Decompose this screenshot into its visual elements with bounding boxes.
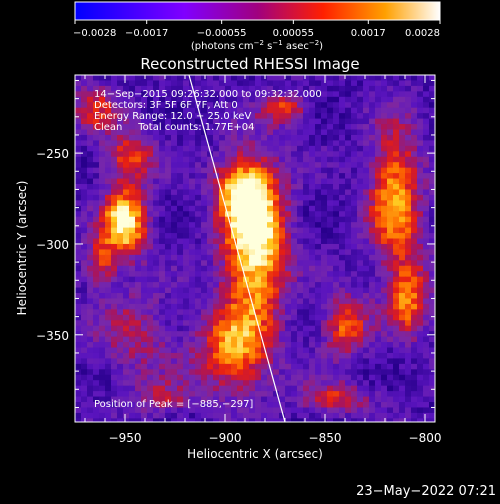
heatmap-image: [75, 75, 435, 422]
y-tick-label: −250: [36, 147, 69, 161]
colorbar-tick-label: 0.0017: [351, 28, 386, 39]
footer-date: 23−May−2022 07:21: [356, 484, 496, 499]
solar-limb-line: [188, 75, 286, 422]
info-energy: Energy Range: 12.0 − 25.0 keV: [94, 111, 251, 122]
colorbar-tick-label: 0.0028: [405, 28, 440, 39]
colorbar-tick-label: −0.0028: [73, 28, 116, 39]
colorbar-tick-label: 0.00055: [273, 28, 314, 39]
colorbar-ticks: −0.0028 −0.0017 −0.00055 0.00055 0.0017 0.002…: [73, 20, 441, 39]
x-axis-ticks: −950 −900 −850 −800: [84, 75, 442, 445]
x-tick-label: −850: [309, 431, 342, 445]
x-tick-label: −800: [409, 431, 442, 445]
colorbar: [74, 1, 441, 21]
y-axis-label: Heliocentric Y (arcsec): [15, 181, 29, 316]
colorbar-units: (photons cm−2 s−1 asec−2): [191, 39, 323, 52]
info-time: 14−Sep−2015 09:26:32.000 to 09:32:32.000: [94, 89, 322, 100]
y-tick-label: −350: [36, 329, 69, 343]
colorbar-tick-label: −0.0017: [125, 28, 168, 39]
x-tick-label: −900: [209, 431, 242, 445]
info-clean-counts: Clean Total counts: 1.77E+04: [94, 122, 254, 133]
x-tick-label: −950: [109, 431, 142, 445]
info-detectors: Detectors: 3F 5F 6F 7F, Att 0: [94, 100, 238, 111]
y-axis-ticks: −250 −300 −350: [36, 79, 435, 408]
plot-frame: [74, 74, 436, 423]
colorbar-tick-label: −0.00055: [197, 28, 247, 39]
x-axis-label: Heliocentric X (arcsec): [187, 447, 323, 461]
chart-title: Reconstructed RHESSI Image: [140, 55, 359, 73]
y-tick-label: −300: [36, 238, 69, 252]
observation-info: 14−Sep−2015 09:26:32.000 to 09:32:32.000…: [94, 89, 322, 133]
peak-position-label: Position of Peak = [−885,−297]: [94, 399, 253, 410]
